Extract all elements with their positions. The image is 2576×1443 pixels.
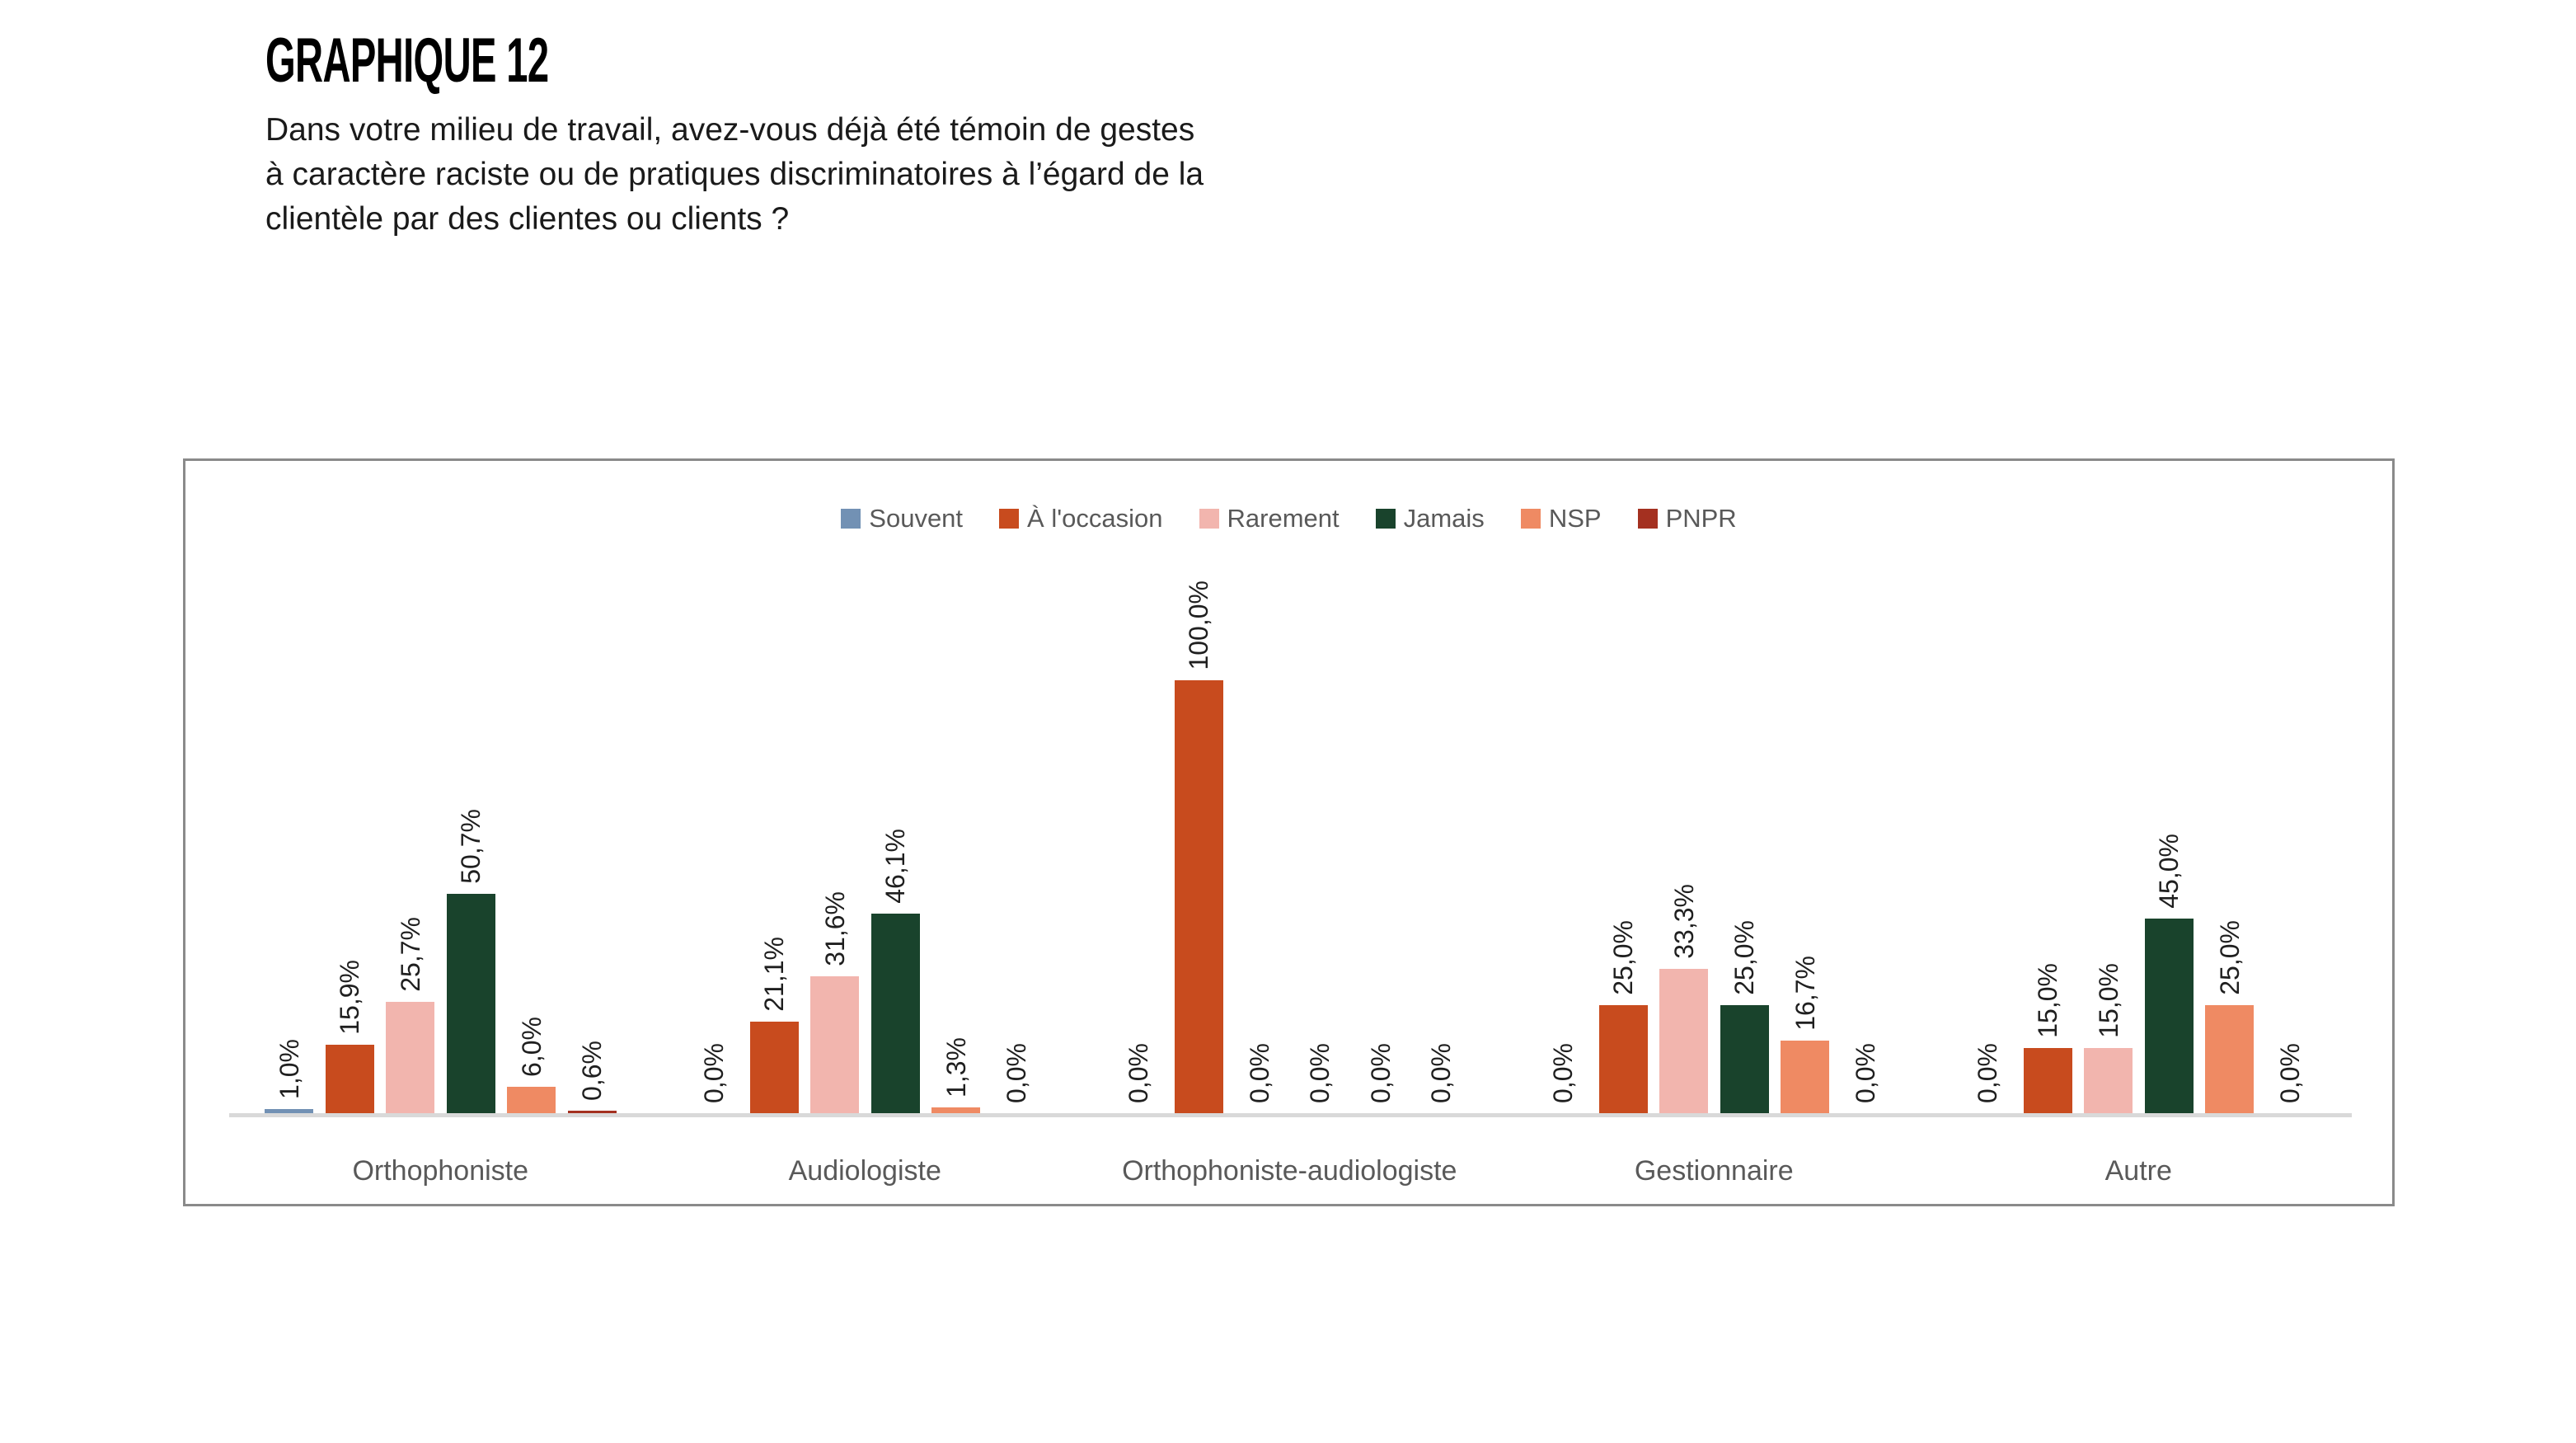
bar-nsp-audiologiste — [931, 1107, 980, 1113]
plot-area: 1,0% 15,9% 25,7% 50,7% 6,0% 0,6% 0,0% 21,1% 31,6… — [229, 580, 2352, 1113]
value-label-rarement-gestionnaire: 33,3% — [1668, 884, 1699, 959]
value-label-nsp-orthophoniste: 6,0% — [516, 1017, 547, 1077]
value-label-pnpr-autre: 0,0% — [2275, 1043, 2305, 1103]
value-label-rarement-orthophoniste: 25,7% — [395, 917, 425, 992]
legend-label-a-l-occasion: À l'occasion — [1027, 504, 1163, 533]
value-label-nsp-audiologiste: 1,3% — [941, 1037, 971, 1098]
value-label-a-l-occasion-orthophoniste: 15,9% — [335, 960, 364, 1035]
chart-panel: Souvent À l'occasion Rarement Jamais NSP PNPR… — [183, 458, 2395, 1206]
value-label-a-l-occasion-audiologiste: 21,1% — [759, 937, 789, 1012]
bar-rarement-orthophoniste — [386, 1002, 434, 1113]
legend-label-pnpr: PNPR — [1665, 504, 1737, 533]
value-label-jamais-orthophoniste-audiologiste: 0,0% — [1305, 1043, 1335, 1103]
value-label-jamais-audiologiste: 46,1% — [880, 829, 910, 904]
bar-souvent-orthophoniste — [265, 1109, 313, 1113]
bar-jamais-gestionnaire — [1720, 1005, 1769, 1113]
value-label-rarement-autre: 15,0% — [2093, 963, 2123, 1038]
category-label-orthophoniste-audiologiste: Orthophoniste-audiologiste — [1122, 1155, 1457, 1187]
value-label-nsp-gestionnaire: 16,7% — [1790, 956, 1820, 1031]
legend-item-rarement: Rarement — [1199, 504, 1340, 533]
value-label-souvent-audiologiste: 0,0% — [698, 1043, 729, 1103]
legend-item-souvent: Souvent — [841, 504, 963, 533]
legend-swatch-nsp — [1520, 509, 1541, 529]
bar-jamais-autre — [2144, 919, 2194, 1113]
category-axis: Orthophoniste Audiologiste Orthophoniste-a… — [185, 1155, 2392, 1196]
category-label-gestionnaire: Gestionnaire — [1634, 1155, 1794, 1187]
value-label-rarement-audiologiste: 31,6% — [819, 891, 850, 966]
value-label-souvent-orthophoniste: 1,0% — [274, 1039, 304, 1099]
chart-legend: Souvent À l'occasion Rarement Jamais NSP PNPR — [185, 504, 2392, 533]
category-label-autre: Autre — [2104, 1155, 2172, 1187]
value-label-a-l-occasion-gestionnaire: 25,0% — [1608, 920, 1638, 995]
chart-question: Dans votre milieu de travail, avez-vous … — [265, 112, 1204, 237]
chart-title: GRAPHIQUE 12 — [265, 26, 549, 96]
bar-a-l-occasion-gestionnaire — [1598, 1005, 1648, 1113]
title-block: GRAPHIQUE 12 Dans votre milieu de travai… — [265, 25, 1204, 242]
legend-item-nsp: NSP — [1520, 504, 1602, 533]
bar-jamais-orthophoniste — [446, 894, 495, 1113]
value-label-pnpr-orthophoniste-audiologiste: 0,0% — [1426, 1043, 1456, 1103]
value-label-jamais-orthophoniste: 50,7% — [456, 809, 486, 884]
bar-a-l-occasion-orthophoniste-audiologiste — [1174, 680, 1223, 1113]
value-label-pnpr-audiologiste: 0,0% — [1002, 1043, 1031, 1103]
legend-label-jamais: Jamais — [1403, 504, 1485, 533]
value-label-pnpr-orthophoniste: 0,6% — [577, 1041, 607, 1101]
category-label-orthophoniste: Orthophoniste — [352, 1155, 529, 1187]
value-label-a-l-occasion-orthophoniste-audiologiste: 100,0% — [1184, 580, 1213, 670]
bar-nsp-autre — [2205, 1005, 2254, 1113]
bar-pnpr-orthophoniste — [567, 1111, 617, 1113]
bar-nsp-orthophoniste — [507, 1087, 556, 1113]
legend-swatch-a-l-occasion — [999, 509, 1020, 529]
value-label-pnpr-gestionnaire: 0,0% — [1851, 1043, 1880, 1103]
category-label-audiologiste: Audiologiste — [788, 1155, 941, 1187]
value-label-a-l-occasion-autre: 15,0% — [2033, 963, 2062, 1038]
legend-label-nsp: NSP — [1548, 504, 1602, 533]
legend-swatch-pnpr — [1637, 509, 1658, 529]
bar-nsp-gestionnaire — [1781, 1041, 1829, 1113]
bar-rarement-autre — [2084, 1048, 2133, 1113]
legend-label-rarement: Rarement — [1227, 504, 1340, 533]
bar-rarement-audiologiste — [810, 976, 859, 1113]
value-label-souvent-gestionnaire: 0,0% — [1547, 1043, 1578, 1103]
legend-swatch-rarement — [1199, 509, 1219, 529]
value-label-nsp-autre: 25,0% — [2214, 920, 2245, 995]
value-label-rarement-orthophoniste-audiologiste: 0,0% — [1244, 1043, 1274, 1103]
value-label-souvent-orthophoniste-audiologiste: 0,0% — [1123, 1043, 1153, 1103]
value-label-souvent-autre: 0,0% — [1972, 1043, 2002, 1103]
bar-a-l-occasion-orthophoniste — [325, 1045, 374, 1113]
bar-rarement-gestionnaire — [1659, 969, 1708, 1113]
value-label-jamais-gestionnaire: 25,0% — [1729, 920, 1759, 995]
legend-item-a-l-occasion: À l'occasion — [999, 504, 1163, 533]
bar-a-l-occasion-audiologiste — [749, 1022, 799, 1113]
legend-item-pnpr: PNPR — [1637, 504, 1737, 533]
legend-swatch-jamais — [1375, 509, 1396, 529]
bar-jamais-audiologiste — [870, 914, 920, 1113]
x-axis-line — [229, 1113, 2352, 1117]
legend-item-jamais: Jamais — [1375, 504, 1485, 533]
value-label-nsp-orthophoniste-audiologiste: 0,0% — [1365, 1043, 1396, 1103]
bar-a-l-occasion-autre — [2023, 1048, 2072, 1113]
legend-swatch-souvent — [841, 509, 861, 529]
value-label-jamais-autre: 45,0% — [2154, 834, 2184, 909]
legend-label-souvent: Souvent — [869, 504, 964, 533]
